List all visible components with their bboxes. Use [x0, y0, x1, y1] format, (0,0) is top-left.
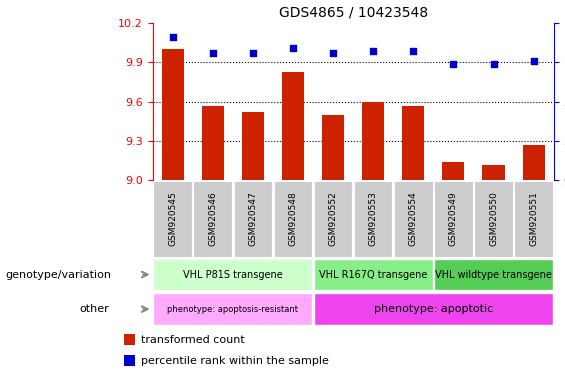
Bar [362, 102, 384, 180]
Point [409, 48, 418, 55]
Point [168, 34, 177, 40]
Point [449, 61, 458, 67]
Text: phenotype: apoptosis-resistant: phenotype: apoptosis-resistant [167, 305, 298, 314]
Text: GSM920548: GSM920548 [289, 192, 297, 246]
Bar [124, 334, 135, 345]
Bar [354, 181, 393, 257]
Text: GSM920546: GSM920546 [208, 192, 217, 246]
Text: percentile rank within the sample: percentile rank within the sample [141, 356, 329, 366]
Text: GSM920554: GSM920554 [409, 192, 418, 246]
Bar [514, 181, 553, 257]
Bar [273, 181, 312, 257]
Text: other: other [79, 304, 109, 314]
Bar [242, 112, 264, 180]
Bar [153, 293, 312, 325]
Text: VHL P81S transgene: VHL P81S transgene [183, 270, 282, 280]
Bar [322, 115, 344, 180]
Text: phenotype: apoptotic: phenotype: apoptotic [373, 304, 493, 314]
Bar [474, 181, 513, 257]
Point [529, 58, 538, 64]
Text: GSM920547: GSM920547 [249, 192, 257, 246]
Point [329, 50, 338, 56]
Point [369, 48, 378, 55]
Bar [434, 259, 553, 290]
Bar [202, 106, 224, 180]
Bar [394, 181, 433, 257]
Text: GSM920551: GSM920551 [529, 192, 538, 246]
Text: VHL R167Q transgene: VHL R167Q transgene [319, 270, 427, 280]
Point [289, 45, 298, 51]
Point [249, 50, 258, 56]
Bar [282, 71, 304, 180]
Text: transformed count: transformed count [141, 335, 245, 345]
Bar [523, 145, 545, 180]
Text: VHL wildtype transgene: VHL wildtype transgene [435, 270, 552, 280]
Title: GDS4865 / 10423548: GDS4865 / 10423548 [279, 5, 428, 19]
Bar [314, 293, 553, 325]
Text: GSM920549: GSM920549 [449, 192, 458, 246]
Bar [162, 49, 184, 180]
Point [208, 50, 218, 56]
Text: GSM920545: GSM920545 [168, 192, 177, 246]
Bar [153, 259, 312, 290]
Bar [314, 181, 353, 257]
Bar [153, 181, 192, 257]
Bar [483, 165, 505, 180]
Text: genotype/variation: genotype/variation [6, 270, 112, 280]
Bar [442, 162, 464, 180]
Text: GSM920550: GSM920550 [489, 192, 498, 246]
Bar [402, 106, 424, 180]
Bar [233, 181, 272, 257]
Bar [434, 181, 473, 257]
Bar [314, 259, 433, 290]
Bar [193, 181, 232, 257]
Text: GSM920553: GSM920553 [369, 192, 377, 246]
Bar [124, 355, 135, 366]
Point [489, 61, 498, 67]
Text: GSM920552: GSM920552 [329, 192, 337, 246]
